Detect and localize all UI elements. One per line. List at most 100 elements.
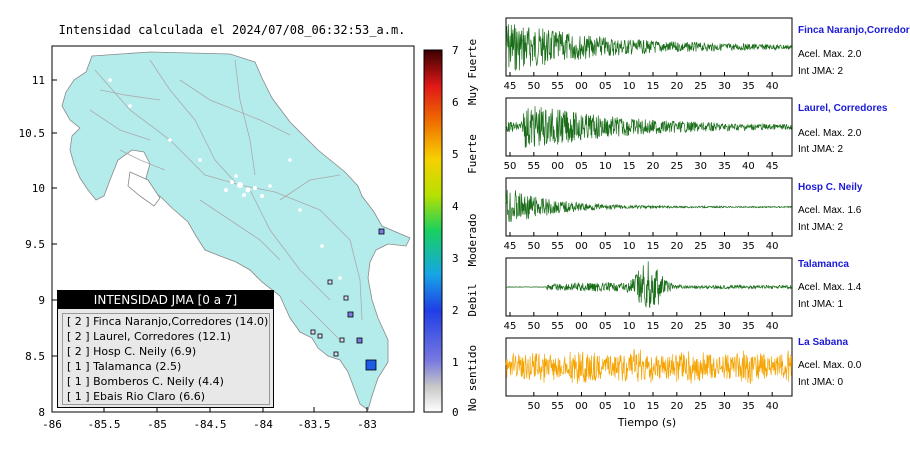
trace-tick-label: 05 <box>599 241 612 252</box>
x-tick-label: -85.5 <box>87 418 120 431</box>
colorbar-tick: 3 <box>452 252 459 265</box>
map-title: Intensidad calculada el 2024/07/08_06:32… <box>59 23 406 37</box>
trace-tick-label: 00 <box>551 161 564 172</box>
station-accel: Acel. Max. 2.0 <box>798 49 862 60</box>
trace-tick-label: 55 <box>527 161 540 172</box>
trace-tick-label: 55 <box>551 321 564 332</box>
station-accel: Acel. Max. 2.0 <box>798 128 862 139</box>
station-name: Laurel, Corredores <box>798 103 888 114</box>
x-axis-label: Tiempo (s) <box>617 416 676 429</box>
trace-line <box>505 349 792 385</box>
station-marker-finca-naranjo <box>365 359 377 371</box>
legend-item: [ 1 ] Talamanca (2.5) <box>67 360 182 373</box>
y-tick-label: 8.5 <box>25 350 45 363</box>
y-tick-label: 8 <box>38 406 45 419</box>
trace-tick-label: 30 <box>718 401 731 412</box>
x-tick-label: -83.5 <box>297 418 330 431</box>
colorbar-label: No sentido <box>466 345 479 411</box>
trace-tick-label: 10 <box>599 161 612 172</box>
trace-tick-label: 25 <box>670 161 683 172</box>
station-marker-talamanca <box>378 228 385 235</box>
station-name: Hosp C. Neily <box>798 182 863 193</box>
trace-tick-label: 50 <box>527 321 540 332</box>
colorbar-tick: 4 <box>452 200 459 213</box>
colorbar-tick: 1 <box>452 356 459 369</box>
trace-tick-label: 30 <box>718 321 731 332</box>
trace-tick-label: 50 <box>527 241 540 252</box>
trace-tick-label: 30 <box>718 241 731 252</box>
legend-item: [ 1 ] Ebais Rio Claro (6.6) <box>67 390 206 403</box>
colorbar-labels: Muy Fuerte Fuerte Moderado Debil No sent… <box>466 39 479 411</box>
trace-tick-label: 00 <box>575 321 588 332</box>
legend-list: [ 2 ] Finca Naranjo,Corredores (14.0) [ … <box>62 313 270 405</box>
station-accel: Acel. Max. 0.0 <box>798 360 862 371</box>
trace-tick-label: 45 <box>504 81 517 92</box>
trace-tick-label: 35 <box>742 241 755 252</box>
y-tick-label: 9.5 <box>25 238 45 251</box>
station-jma: Int JMA: 0 <box>798 377 844 388</box>
legend-item: [ 2 ] Finca Naranjo,Corredores (14.0) <box>67 315 269 328</box>
station-accel: Acel. Max. 1.4 <box>798 282 862 293</box>
trace-tick-label: 15 <box>623 161 636 172</box>
trace-tick-label: 15 <box>647 321 660 332</box>
trace-tick-label: 00 <box>575 81 588 92</box>
trace-line <box>505 261 792 309</box>
trace-tick-label: 00 <box>575 401 588 412</box>
trace-tick-label: 25 <box>694 321 707 332</box>
legend-item: [ 1 ] Bomberos C. Neily (4.4) <box>67 375 224 388</box>
station-markers <box>310 228 385 371</box>
station-name: Talamanca <box>798 259 849 270</box>
trace-tick-label: 40 <box>766 401 779 412</box>
trace-tick-label: 10 <box>623 401 636 412</box>
trace-tick-label: 55 <box>551 241 564 252</box>
station-name: Finca Naranjo,Corredor <box>798 25 910 36</box>
trace-tick-label: 35 <box>742 401 755 412</box>
trace-tick-label: 35 <box>742 81 755 92</box>
trace-tick-label: 05 <box>599 401 612 412</box>
x-tick-label: -83 <box>357 418 377 431</box>
station-marker-laurel <box>347 311 354 318</box>
trace-tick-label: 40 <box>742 161 755 172</box>
trace-tick-label: 10 <box>623 241 636 252</box>
land-area <box>61 51 411 411</box>
city-points <box>108 78 342 280</box>
trace-tick-label: 15 <box>647 81 660 92</box>
y-tick-label: 10 <box>32 182 45 195</box>
trace-tick-label: 10 <box>623 81 636 92</box>
trace-tick-label: 35 <box>718 161 731 172</box>
colorbar-tick: 0 <box>452 406 459 419</box>
trace-tick-label: 45 <box>504 241 517 252</box>
trace-tick-label: 20 <box>670 401 683 412</box>
intensity-legend: INTENSIDAD JMA [0 a 7] [ 2 ] Finca Naran… <box>57 290 274 408</box>
colorbar-tick: 6 <box>452 96 459 109</box>
trace-tick-label: 20 <box>670 241 683 252</box>
trace-tick-label: 40 <box>766 241 779 252</box>
trace-tick-label: 35 <box>742 321 755 332</box>
colorbar-tick: 7 <box>452 44 459 57</box>
trace-tick-label: 55 <box>551 81 564 92</box>
trace-tick-label: 50 <box>527 81 540 92</box>
trace-tick-label: 15 <box>647 401 660 412</box>
trace-tick-label: 55 <box>551 401 564 412</box>
trace-tick-label: 45 <box>504 321 517 332</box>
colorbar-label: Fuerte <box>466 134 479 174</box>
trace-line <box>505 106 792 148</box>
trace-tick-label: 20 <box>670 321 683 332</box>
x-tick-label: -84.5 <box>193 418 226 431</box>
trace-tick-label: 25 <box>694 241 707 252</box>
trace-line <box>505 24 792 71</box>
trace-tick-label: 30 <box>718 81 731 92</box>
trace-tick-label: 40 <box>766 81 779 92</box>
trace-tick-label: 20 <box>647 161 660 172</box>
colorbar-ticks: 7 6 5 4 3 2 1 0 <box>452 44 459 419</box>
station-jma: Int JMA: 2 <box>798 66 844 77</box>
map-x-ticks: -86 -85.5 -85 -84.5 -84 -83.5 -83 <box>42 418 377 431</box>
x-tick-label: -85 <box>147 418 167 431</box>
legend-item: [ 2 ] Hosp C. Neily (6.9) <box>67 345 197 358</box>
y-tick-label: 11 <box>32 74 45 87</box>
x-tick-label: -84 <box>253 418 273 431</box>
trace-tick-label: 25 <box>694 81 707 92</box>
trace-tick-label: 05 <box>599 81 612 92</box>
legend-title: INTENSIDAD JMA [0 a 7] <box>58 291 273 309</box>
station-marker-hosp-neily <box>356 337 363 344</box>
